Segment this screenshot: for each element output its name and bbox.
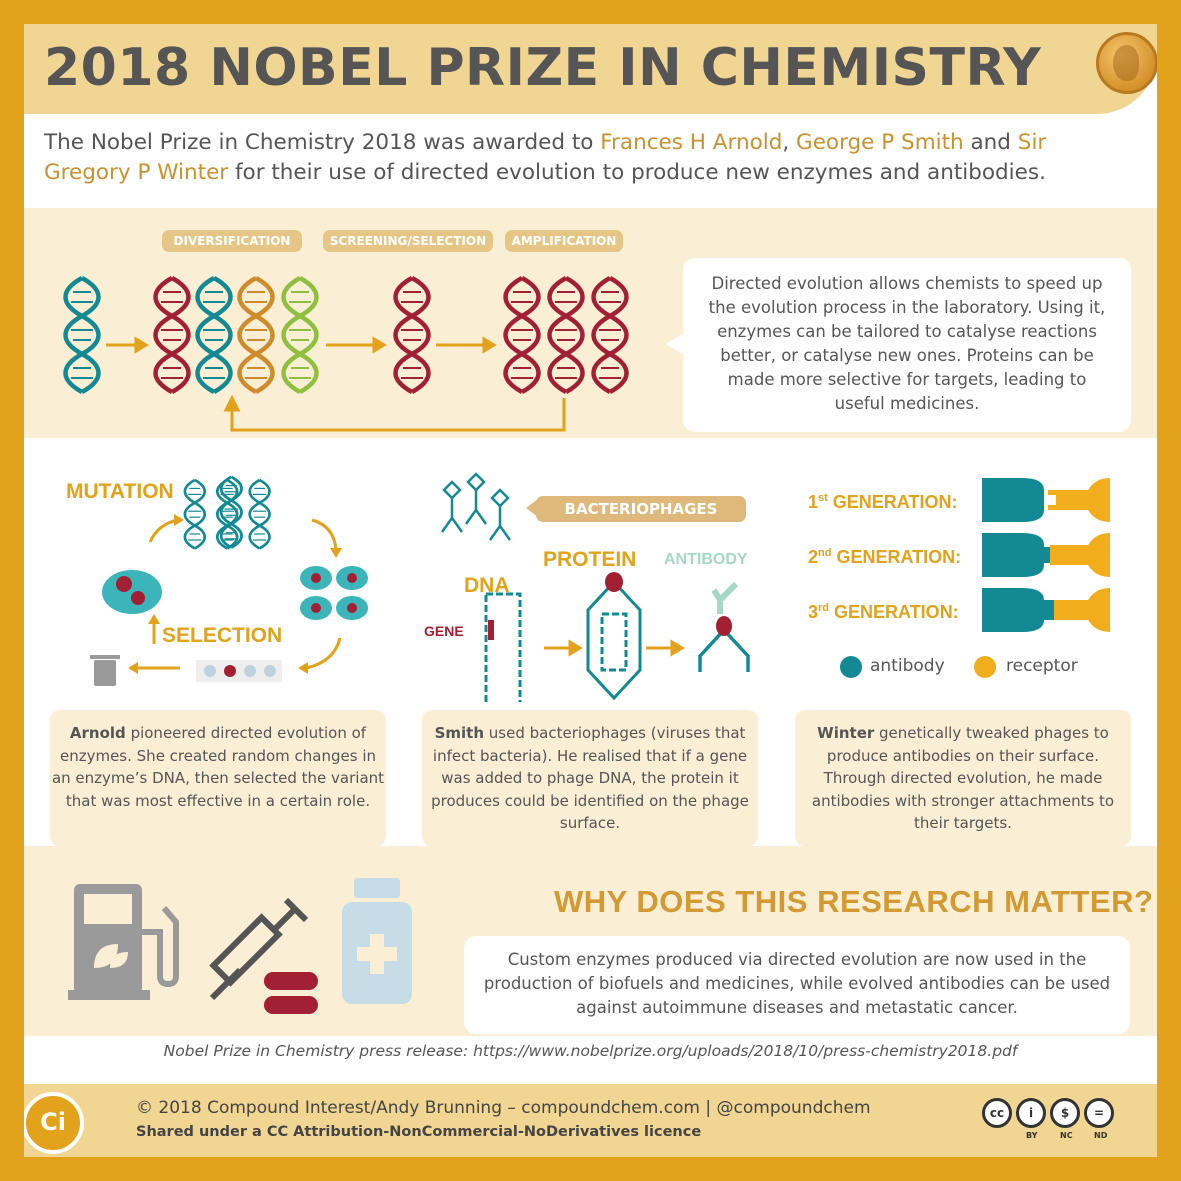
- source-citation: Nobel Prize in Chemistry press release: …: [163, 1042, 1018, 1060]
- tag-amplification: AMPLIFICATION: [505, 230, 623, 252]
- dna-plasmid-icon: [484, 592, 522, 702]
- copyright-line: © 2018 Compound Interest/Andy Brunning –…: [136, 1098, 871, 1118]
- generation-1-binding: [982, 478, 1110, 522]
- mutation-label: MUTATION: [66, 480, 174, 503]
- arnold-card: Arnold pioneered directed evolution of e…: [50, 710, 386, 846]
- header-banner: 2018 NOBEL PRIZE IN CHEMISTRY: [24, 24, 1157, 114]
- footer: Ci © 2018 Compound Interest/Andy Brunnin…: [24, 1084, 1157, 1157]
- tag-diversification: DIVERSIFICATION: [162, 230, 302, 252]
- nobel-medal-icon: [1096, 32, 1157, 94]
- why-matter-heading: WHY DOES THIS RESEARCH MATTER?: [554, 884, 1154, 919]
- protein-label: PROTEIN: [543, 548, 637, 571]
- laureate-arnold: Frances H Arnold: [600, 130, 783, 155]
- pill-icon: [264, 972, 318, 1014]
- cc-icon: cc: [982, 1098, 1012, 1128]
- arnold-text: pioneered directed evolution of enzymes.…: [51, 724, 385, 810]
- antibody-icon: [698, 627, 750, 672]
- smith-card: Smith used bacteriophages (viruses that …: [422, 710, 758, 846]
- medicine-bottle-icon: [342, 878, 412, 1004]
- bacteriophage-icon: [440, 472, 512, 541]
- licence-line: Shared under a CC Attribution-NonCommerc…: [136, 1124, 702, 1140]
- syringe-icon: [209, 897, 309, 1001]
- receptor-legend-swatch: [974, 656, 996, 678]
- antibody-receptor-generations: [982, 478, 1110, 632]
- cc-nc-label: NC: [1060, 1131, 1073, 1140]
- winter-text: genetically tweaked phages to produce an…: [811, 724, 1115, 832]
- compound-interest-logo: Ci: [24, 1092, 84, 1154]
- intro-text: The Nobel Prize in Chemistry 2018 was aw…: [44, 128, 1139, 188]
- smith-name: Smith: [434, 724, 485, 742]
- infographic: 2018 NOBEL PRIZE IN CHEMISTRY The Nobel …: [24, 24, 1157, 1157]
- antibody-legend-swatch: [840, 656, 862, 678]
- why-matter-text: Custom enzymes produced via directed evo…: [483, 950, 1111, 1017]
- winter-card: Winter genetically tweaked phages to pro…: [795, 710, 1131, 846]
- bubble-pointer: [666, 332, 686, 356]
- laureate-winter: Sir Gregory P Winter: [44, 130, 1047, 185]
- cc-by-label: BY: [1026, 1131, 1038, 1140]
- nd-equals-icon: =: [1084, 1098, 1114, 1128]
- directed-evolution-bubble: Directed evolution allows chemists to sp…: [683, 258, 1131, 432]
- nc-dollar-icon: $: [1050, 1098, 1080, 1128]
- dna-process-diagram: [24, 208, 684, 432]
- generation-3-binding: [982, 588, 1110, 632]
- phage-protein-icon: [586, 579, 642, 701]
- directed-evolution-panel: DIVERSIFICATION SCREENING/SELECTION AMPL…: [24, 208, 1157, 438]
- selection-label: SELECTION: [162, 624, 283, 647]
- arnold-name: Arnold: [69, 724, 126, 742]
- intro-part: The Nobel Prize in Chemistry 2018 was aw…: [44, 130, 601, 155]
- smith-text: used bacteriophages (viruses that infect…: [431, 724, 749, 832]
- why-matter-bubble: Custom enzymes produced via directed evo…: [464, 936, 1130, 1034]
- by-person-icon: i: [1016, 1098, 1046, 1128]
- dna-helix-original: [66, 278, 99, 392]
- arnold-cycle-diagram: [90, 475, 368, 686]
- page-title: 2018 NOBEL PRIZE IN CHEMISTRY: [44, 38, 1042, 98]
- bubble-text: Directed evolution allows chemists to sp…: [708, 274, 1106, 413]
- selection-tray-icon: [196, 660, 282, 682]
- gene-label: GENE: [424, 623, 464, 639]
- receptor-legend-label: receptor: [1006, 656, 1078, 676]
- intro-sep: and: [963, 130, 1018, 155]
- tag-screening-selection: SCREENING/SELECTION: [323, 230, 493, 252]
- generation-1-label: 1st GENERATION:: [808, 492, 958, 512]
- generation-3-label: 3rd GENERATION:: [808, 602, 959, 622]
- antibody-label: ANTIBODY: [664, 551, 748, 568]
- intro-part: for their use of directed evolution to p…: [228, 160, 1046, 185]
- winter-name: Winter: [817, 724, 875, 742]
- antibody-legend-label: antibody: [870, 656, 945, 676]
- trash-icon: [90, 655, 120, 686]
- bacteriophages-tag: BACTERIOPHAGES: [536, 496, 746, 522]
- enzyme-variants-icon: [300, 566, 368, 620]
- laureates-panel: MUTATION SELECTION: [24, 438, 1157, 846]
- fuel-pump-icon: [68, 884, 179, 1000]
- applications-icons: [68, 878, 412, 1014]
- laureate-smith: George P Smith: [796, 130, 964, 155]
- intro-sep: ,: [782, 130, 797, 155]
- generation-2-binding: [982, 533, 1110, 577]
- dna-label: DNA: [464, 574, 510, 597]
- process-arrows: [106, 336, 566, 432]
- generation-2-label: 2nd GENERATION:: [808, 547, 962, 567]
- cycle-arrows: [134, 518, 342, 670]
- cc-nd-label: ND: [1094, 1131, 1108, 1140]
- why-matter-panel: WHY DOES THIS RESEARCH MATTER? Custom en…: [24, 846, 1157, 1036]
- enzyme-blob-icon: [102, 570, 162, 614]
